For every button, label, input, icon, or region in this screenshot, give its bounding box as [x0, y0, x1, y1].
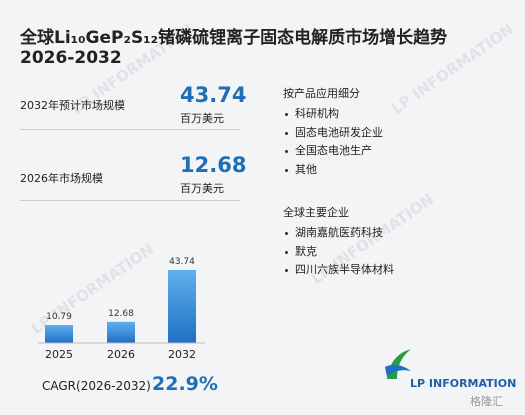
value-label: 12.68 — [108, 309, 134, 319]
list-item: 湖南嘉航医药科技 — [285, 224, 394, 243]
stat-unit: 百万美元 — [180, 182, 224, 195]
list-item: 其他 — [285, 161, 383, 180]
stat-value: 12.68 — [180, 153, 247, 177]
bar — [168, 270, 196, 343]
stat-label: 2032年预计市场规模 — [20, 99, 125, 112]
value-label: 43.74 — [169, 257, 195, 267]
segment-list: 科研机构 固态电池研发企业 全国态电池生产 其他 — [283, 105, 383, 179]
logo-text: LP INFORMATION — [410, 377, 517, 390]
stat-value: 43.74 — [180, 83, 247, 107]
cagr-value: 22.9% — [152, 373, 218, 395]
list-item: 四川六族半导体材料 — [285, 261, 394, 280]
title-line: 2026-2032 — [20, 48, 122, 68]
x-tick-label: 2026 — [107, 348, 135, 361]
stat-unit: 百万美元 — [180, 112, 224, 125]
title-line: 全球Li₁₀GeP₂S₁₂锗磷硫锂离子固态电解质市场增长趋势 — [20, 28, 448, 48]
x-tick-label: 2025 — [45, 348, 73, 361]
list-item: 科研机构 — [285, 105, 383, 124]
list-item: 固态电池研发企业 — [285, 124, 383, 143]
divider — [20, 129, 240, 130]
x-tick-label: 2032 — [168, 348, 196, 361]
bar — [107, 321, 135, 343]
source-watermark: 格隆汇 — [470, 395, 503, 408]
section-title: 按产品应用细分 — [283, 87, 360, 100]
list-item: 默克 — [285, 243, 394, 262]
section-title: 全球主要企业 — [283, 206, 349, 219]
cagr-label: CAGR(2026-2032) — [42, 379, 151, 393]
company-list: 湖南嘉航医药科技 默克 四川六族半导体材料 — [283, 224, 394, 280]
stat-label: 2026年市场规模 — [20, 172, 103, 185]
value-label: 10.79 — [46, 312, 72, 322]
list-item: 全国态电池生产 — [285, 142, 383, 161]
bar — [45, 324, 73, 343]
logo-icon — [385, 349, 411, 379]
divider — [20, 200, 240, 201]
